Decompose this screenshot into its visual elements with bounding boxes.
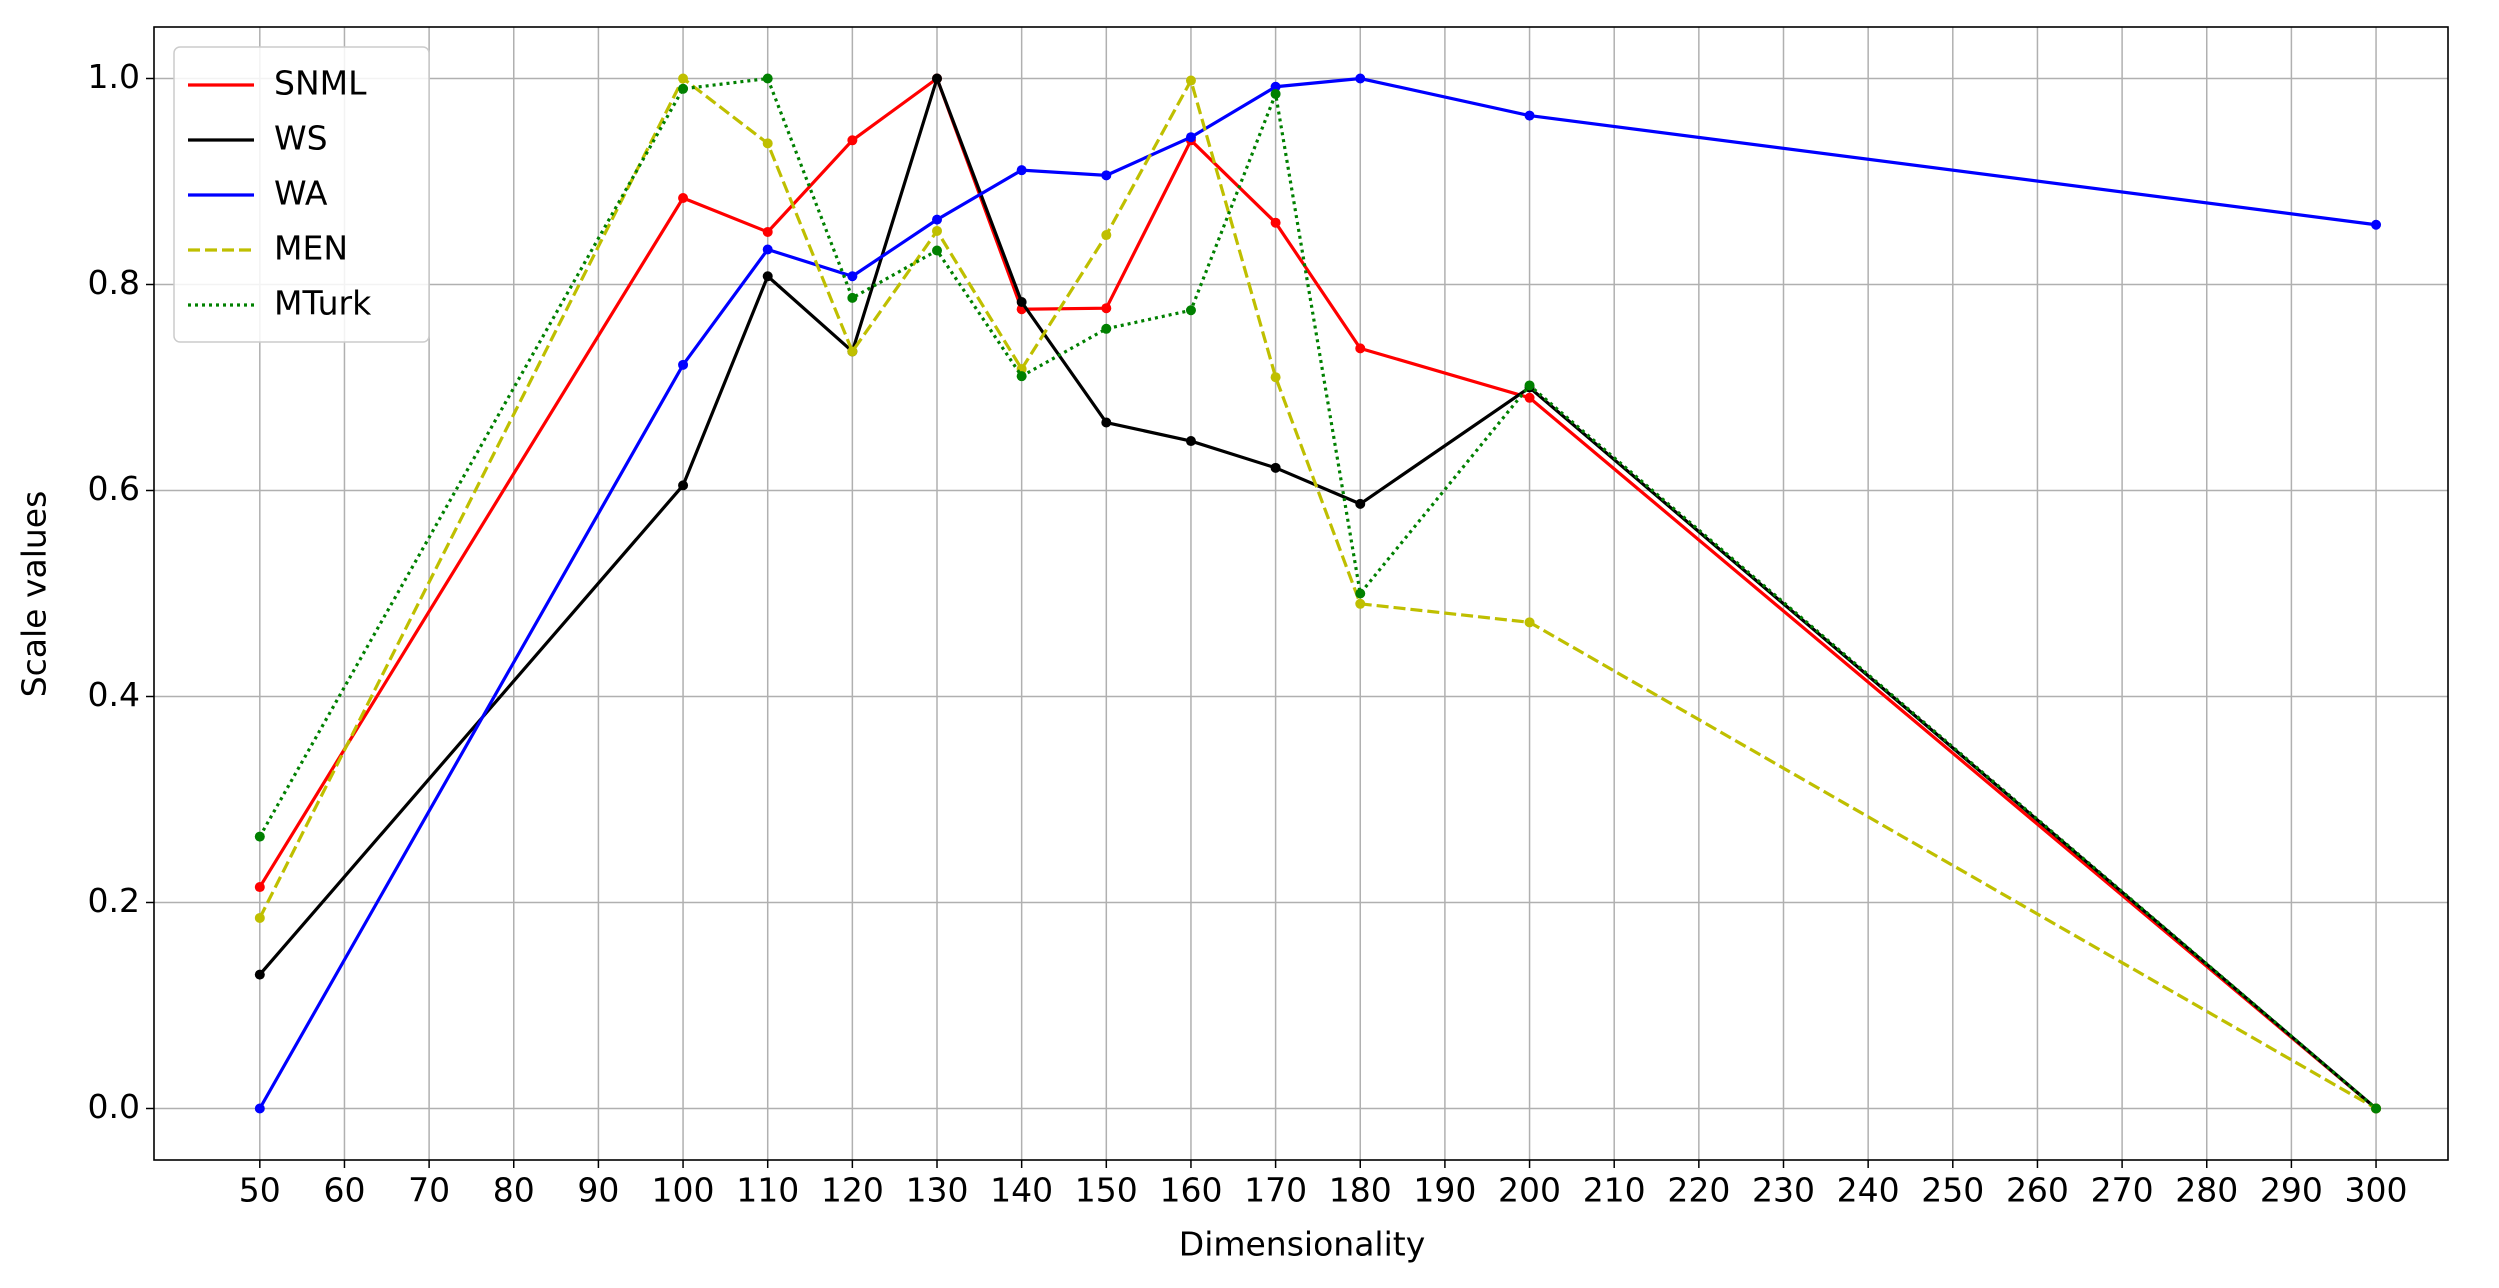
x-tick-label: 290 <box>2260 1171 2323 1210</box>
data-point <box>2371 1103 2382 1114</box>
data-point <box>1355 498 1366 509</box>
x-tick-label: 260 <box>2006 1171 2069 1210</box>
data-point <box>1101 417 1112 428</box>
x-tick-label: 300 <box>2345 1171 2408 1210</box>
x-axis-label: Dimensionality <box>1179 1225 1425 1264</box>
data-point <box>762 138 773 149</box>
data-point <box>847 135 858 146</box>
data-point <box>1524 110 1535 121</box>
x-tick-label: 150 <box>1075 1171 1138 1210</box>
data-point <box>762 226 773 237</box>
data-point <box>1524 392 1535 403</box>
x-tick-label: 270 <box>2091 1171 2154 1210</box>
x-tick-label: 50 <box>239 1171 281 1210</box>
data-point <box>1101 230 1112 241</box>
x-tick-label: 60 <box>323 1171 365 1210</box>
x-tick-label: 230 <box>1752 1171 1815 1210</box>
x-tick-label: 130 <box>906 1171 969 1210</box>
x-tick-label: 140 <box>990 1171 1053 1210</box>
data-point <box>1016 371 1027 382</box>
data-point <box>2371 219 2382 230</box>
data-point <box>932 225 943 236</box>
data-point <box>254 969 265 980</box>
y-tick-label: 0.0 <box>88 1087 140 1126</box>
x-tick-label: 100 <box>652 1171 715 1210</box>
data-point <box>1355 343 1366 354</box>
data-point <box>678 480 689 491</box>
x-tick-label: 210 <box>1583 1171 1646 1210</box>
y-tick-label: 1.0 <box>88 57 140 96</box>
data-point <box>932 245 943 256</box>
x-tick-label: 90 <box>577 1171 619 1210</box>
data-point <box>254 912 265 923</box>
data-point <box>1355 73 1366 84</box>
data-point <box>762 244 773 255</box>
x-tick-label: 250 <box>1921 1171 1984 1210</box>
data-point <box>1524 617 1535 628</box>
data-point <box>1524 380 1535 391</box>
data-point <box>1270 88 1281 99</box>
data-point <box>1185 305 1196 316</box>
data-point <box>1185 436 1196 447</box>
x-tick-label: 80 <box>493 1171 535 1210</box>
data-point <box>254 882 265 893</box>
data-point <box>254 831 265 842</box>
series-line <box>258 76 2378 1110</box>
x-tick-label: 200 <box>1498 1171 1561 1210</box>
y-tick-label: 0.8 <box>88 263 140 302</box>
x-tick-label: 70 <box>408 1171 450 1210</box>
x-tick-label: 160 <box>1159 1171 1222 1210</box>
data-point <box>678 192 689 203</box>
data-point <box>762 271 773 282</box>
plot-frame <box>153 26 2449 1161</box>
data-point <box>1270 217 1281 228</box>
data-point <box>1355 588 1366 599</box>
data-point <box>254 1103 265 1114</box>
x-tick-label: 120 <box>821 1171 884 1210</box>
data-point <box>762 73 773 84</box>
data-point <box>1270 81 1281 92</box>
x-tick-label: 280 <box>2175 1171 2238 1210</box>
y-axis-label: Scale values <box>15 491 54 698</box>
data-point <box>1185 132 1196 143</box>
x-tick-label: 240 <box>1837 1171 1900 1210</box>
legend-box <box>173 46 430 343</box>
x-tick-label: 110 <box>736 1171 799 1210</box>
legend-label: WS <box>274 119 328 158</box>
x-tick-label: 190 <box>1413 1171 1476 1210</box>
data-point <box>1185 75 1196 86</box>
legend-label: WA <box>274 174 328 213</box>
data-point <box>1016 297 1027 308</box>
data-point <box>932 214 943 225</box>
data-point <box>1101 170 1112 181</box>
y-tick-label: 0.4 <box>88 675 140 714</box>
y-tick-label: 0.6 <box>88 469 140 508</box>
data-point <box>932 73 943 84</box>
x-tick-label: 220 <box>1667 1171 1730 1210</box>
data-point <box>1101 303 1112 314</box>
data-point <box>1016 165 1027 176</box>
x-tick-label: 180 <box>1329 1171 1392 1210</box>
y-tick-label: 0.2 <box>88 881 140 920</box>
legend-label: MTurk <box>274 284 372 323</box>
data-point <box>678 83 689 94</box>
legend-label: MEN <box>274 229 348 268</box>
data-point <box>678 359 689 370</box>
data-point <box>847 346 858 357</box>
series-line <box>258 73 2378 1110</box>
x-tick-label: 170 <box>1244 1171 1307 1210</box>
series-line <box>258 75 2378 1110</box>
data-point <box>1355 598 1366 609</box>
legend-label: SNML <box>274 64 367 103</box>
data-point <box>847 292 858 303</box>
data-point <box>847 271 858 282</box>
series-line <box>258 76 2377 1110</box>
data-point <box>1270 372 1281 383</box>
data-point <box>1101 323 1112 334</box>
data-point <box>1270 462 1281 473</box>
series-line <box>258 76 2377 1110</box>
data-point <box>678 73 689 84</box>
